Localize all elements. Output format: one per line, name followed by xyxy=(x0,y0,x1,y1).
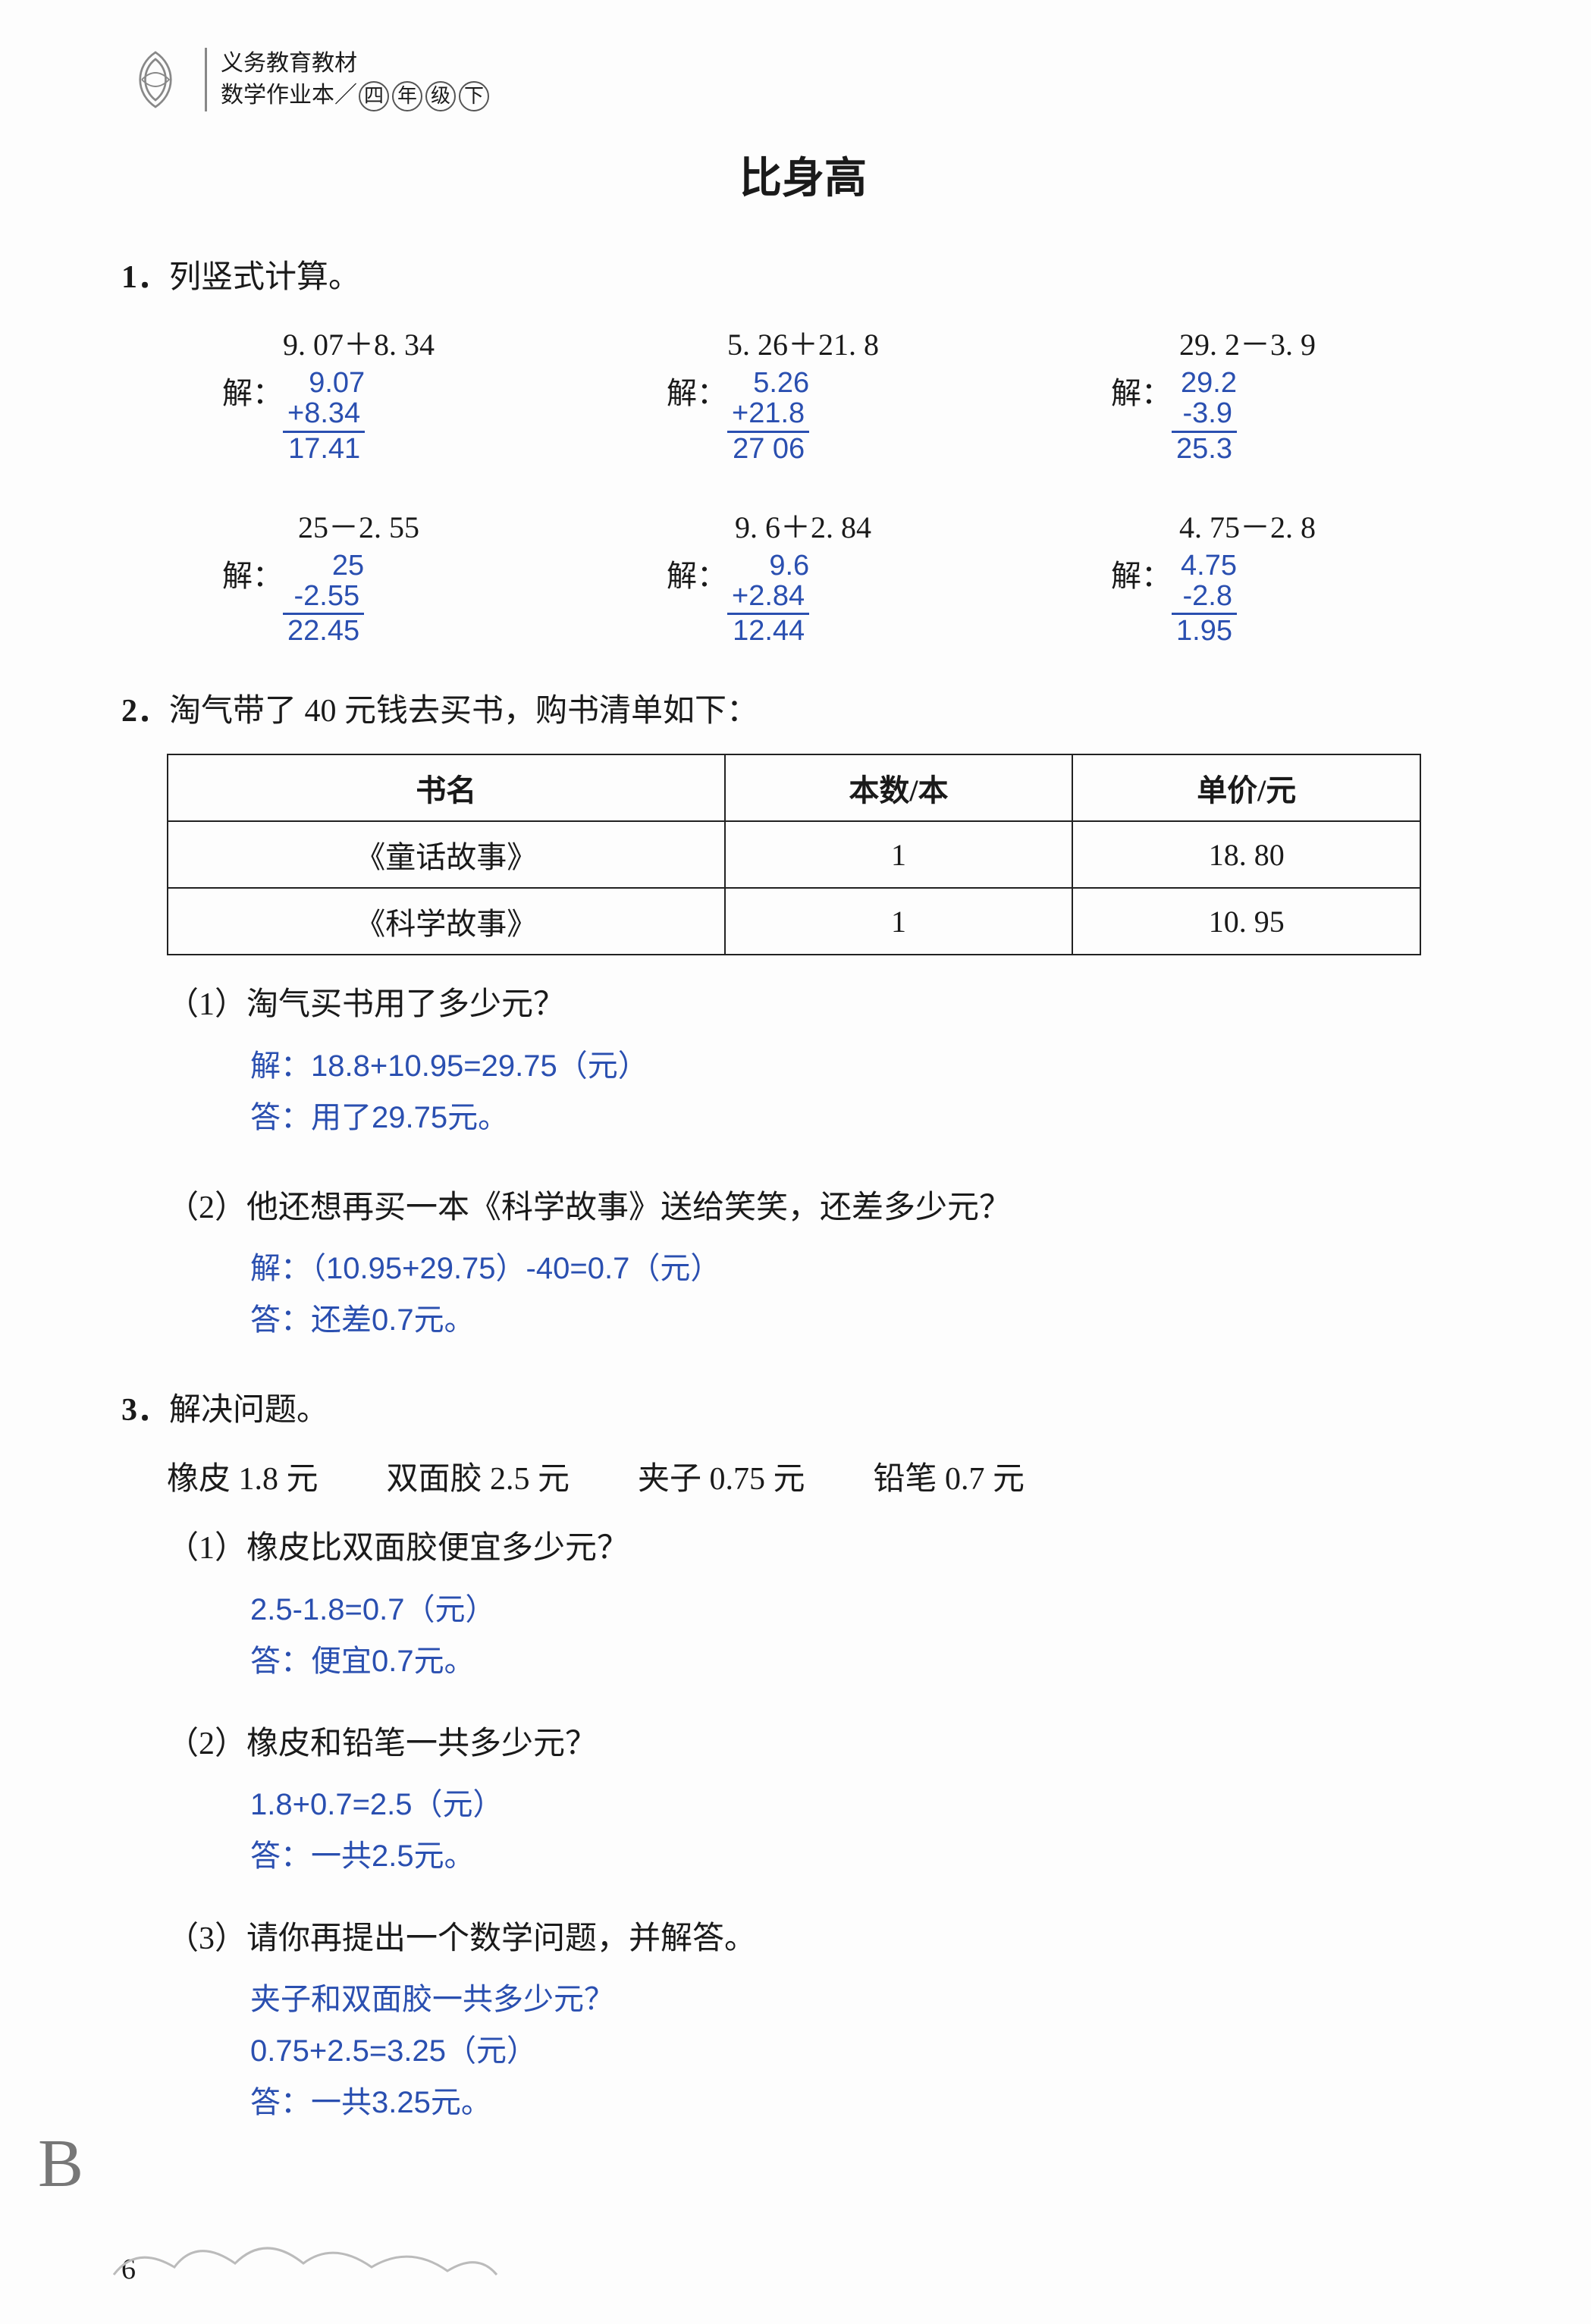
problem-2: 2．淘气带了 40 元钱去买书，购书清单如下： 书名本数/本单价/元 《童话故事… xyxy=(121,685,1485,1346)
price-item: 夹子 0.75 元 xyxy=(638,1453,805,1499)
p3-q3-answer: 答：一共3.25元。 xyxy=(250,2077,1485,2128)
calc-expression: 4. 75－2. 8 xyxy=(1111,503,1384,547)
calc-block: 5. 26＋21. 8 解：5.26+21.8 27 06 xyxy=(667,320,940,465)
problem-3-heading: 3．解决问题。 xyxy=(121,1384,1485,1430)
header-text: 义务教育教材 数学作业本／四年级下 xyxy=(205,48,491,111)
page-title: 比身高 xyxy=(121,144,1485,205)
price-item: 双面胶 2.5 元 xyxy=(387,1453,570,1499)
p3-q3-question: 夹子和双面胶一共多少元？ xyxy=(250,1974,1485,2025)
calc-block: 9. 6＋2. 84解：9.6 +2.8412.44 xyxy=(667,503,940,648)
p2-q1: （1）淘气买书用了多少元？ xyxy=(167,978,1485,1032)
calc-work: 解：9.07+8.3417.41 xyxy=(222,369,495,465)
calc-expression: 9. 07＋8. 34 xyxy=(222,320,495,364)
p3-q2: （2）橡皮和铅笔一共多少元？ xyxy=(167,1717,1485,1771)
p3-q1: （1）橡皮比双面胶便宜多少元？ xyxy=(167,1522,1485,1576)
p3-q1-solution: 2.5-1.8=0.7（元） xyxy=(250,1584,1485,1636)
calc-block: 9. 07＋8. 34 解：9.07+8.3417.41 xyxy=(222,320,495,465)
table-cell: 10. 95 xyxy=(1072,888,1420,955)
table-cell: 《科学故事》 xyxy=(168,888,725,955)
table-cell: 《童话故事》 xyxy=(168,821,725,888)
table-header: 单价/元 xyxy=(1072,754,1420,821)
p2-q2-solution: 解：（10.95+29.75）-40=0.7（元） xyxy=(250,1243,1485,1294)
price-item: 铅笔 0.7 元 xyxy=(874,1453,1025,1499)
problem-1-heading: 1．列竖式计算。 xyxy=(121,251,1485,297)
table-cell: 1 xyxy=(725,888,1073,955)
price-items: 橡皮 1.8 元 双面胶 2.5 元 夹子 0.75 元 铅笔 0.7 元 xyxy=(167,1453,1485,1499)
grade-char: 四 xyxy=(359,81,389,111)
calc-work: 解：9.6 +2.8412.44 xyxy=(667,551,940,648)
p2-q2-answer: 答：还差0.7元。 xyxy=(250,1294,1485,1346)
header-line2: 数学作业本／四年级下 xyxy=(221,80,491,111)
table-row: 《童话故事》118. 80 xyxy=(168,821,1420,888)
table-cell: 1 xyxy=(725,821,1073,888)
calc-block: 4. 75－2. 8解：4.75-2.8 1.95 xyxy=(1111,503,1384,648)
calc-block: 25－2. 55解：25 -2.5522.45 xyxy=(222,503,495,648)
grade-char: 年 xyxy=(392,81,422,111)
cloud-decoration-icon xyxy=(106,2229,501,2294)
p3-q2-solution: 1.8+0.7=2.5（元） xyxy=(250,1779,1485,1830)
logo-icon xyxy=(121,45,190,114)
header-line1: 义务教育教材 xyxy=(221,48,491,80)
p2-q1-solution: 解：18.8+10.95=29.75（元） xyxy=(250,1040,1485,1092)
calc-work: 解：25 -2.5522.45 xyxy=(222,551,495,648)
table-cell: 18. 80 xyxy=(1072,821,1420,888)
page-header: 义务教育教材 数学作业本／四年级下 xyxy=(121,45,1485,114)
p2-q2: （2）他还想再买一本《科学故事》送给笑笑，还差多少元？ xyxy=(167,1181,1485,1235)
table-header: 本数/本 xyxy=(725,754,1073,821)
calc-expression: 29. 2－3. 9 xyxy=(1111,320,1384,364)
problem-3: 3．解决问题。 橡皮 1.8 元 双面胶 2.5 元 夹子 0.75 元 铅笔 0.7… xyxy=(121,1384,1485,2128)
p3-q1-answer: 答：便宜0.7元。 xyxy=(250,1636,1485,1687)
price-item: 橡皮 1.8 元 xyxy=(167,1453,319,1499)
book-table: 书名本数/本单价/元 《童话故事》118. 80《科学故事》110. 95 xyxy=(167,754,1421,955)
calc-block: 29. 2－3. 9 解：29.2-3.925.3 xyxy=(1111,320,1384,465)
grade-char: 级 xyxy=(425,81,456,111)
p3-q3: （3）请你再提出一个数学问题，并解答。 xyxy=(167,1912,1485,1966)
calc-expression: 25－2. 55 xyxy=(222,503,495,547)
calc-work: 解：4.75-2.8 1.95 xyxy=(1111,551,1384,648)
table-row: 《科学故事》110. 95 xyxy=(168,888,1420,955)
corner-letter: B xyxy=(38,2125,83,2203)
p3-q2-answer: 答：一共2.5元。 xyxy=(250,1830,1485,1882)
problem-1: 1．列竖式计算。 9. 07＋8. 34 解：9.07+8.3417.41 5. 2… xyxy=(121,251,1485,647)
calc-work: 解：5.26+21.8 27 06 xyxy=(667,369,940,465)
calc-expression: 5. 26＋21. 8 xyxy=(667,320,940,364)
table-header: 书名 xyxy=(168,754,725,821)
calc-work: 解：29.2-3.925.3 xyxy=(1111,369,1384,465)
p2-q1-answer: 答：用了29.75元。 xyxy=(250,1092,1485,1143)
p3-q3-solution: 0.75+2.5=3.25（元） xyxy=(250,2025,1485,2077)
calc-expression: 9. 6＋2. 84 xyxy=(667,503,940,547)
problem-2-heading: 2．淘气带了 40 元钱去买书，购书清单如下： xyxy=(121,685,1485,731)
volume-char: 下 xyxy=(459,81,489,111)
